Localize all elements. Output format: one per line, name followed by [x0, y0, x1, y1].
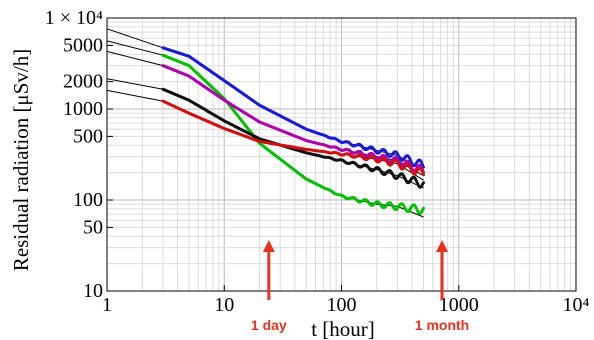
x-axis-label: t [hour]	[311, 317, 375, 340]
x-tick-label: 100	[327, 294, 357, 316]
y-tick-label: 1000	[63, 98, 103, 120]
data-series-points	[161, 87, 425, 189]
annotation-arrow-head	[436, 240, 449, 252]
data-series-points	[161, 46, 425, 169]
x-tick-label: 1	[102, 294, 112, 316]
annotation-marker: 1 month	[415, 240, 469, 333]
y-tick-label: 100	[73, 189, 103, 211]
data-point	[422, 173, 425, 177]
y-tick-label: 5000	[63, 34, 103, 56]
data-series	[161, 46, 425, 216]
data-series-points	[161, 99, 425, 177]
fit-curve	[106, 78, 424, 189]
y-tick-label: 500	[73, 125, 103, 147]
y-axis-label: Residual radiation [μSv/h]	[9, 49, 33, 271]
y-tick-label: 50	[83, 216, 103, 238]
data-series-points	[161, 64, 425, 174]
annotation-arrow-head	[262, 240, 275, 252]
annotation-label: 1 month	[415, 317, 469, 333]
annotations: 1 day 1 month	[251, 240, 469, 333]
x-tick-label: 1000	[439, 294, 479, 316]
y-tick-label: 10	[83, 280, 103, 302]
annotation-label: 1 day	[251, 317, 287, 333]
data-point	[422, 181, 425, 185]
x-tick-label: 10⁴	[563, 294, 590, 316]
y-tick-label: 2000	[63, 71, 103, 93]
x-tick-label: 10	[214, 294, 234, 316]
data-point	[422, 206, 425, 210]
y-tick-label: 1 × 10⁴	[45, 7, 103, 29]
annotation-marker: 1 day	[251, 240, 287, 333]
